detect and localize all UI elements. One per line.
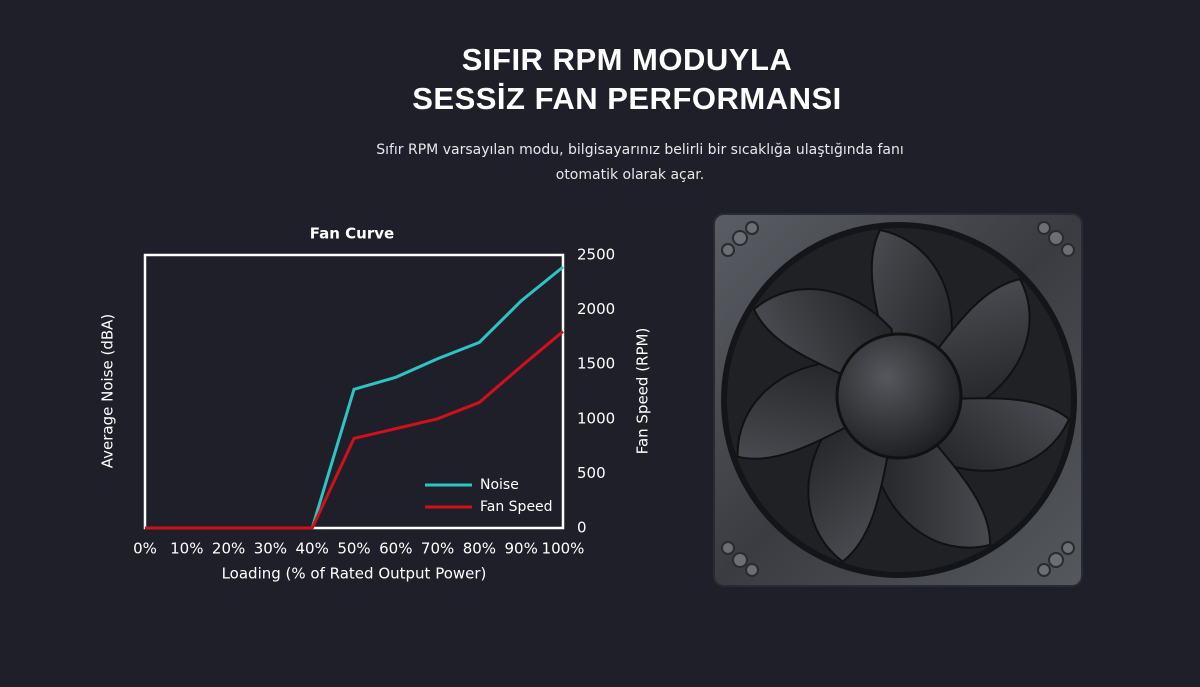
x-axis-title: Loading (% of Rated Output Power) <box>222 565 487 583</box>
x-tick-label: 0% <box>133 540 157 558</box>
legend-label: Noise <box>480 477 519 493</box>
x-tick-label: 70% <box>421 540 454 558</box>
y-axis-title: Average Noise (dBA) <box>99 314 117 469</box>
y2-tick-label: 1500 <box>577 355 615 373</box>
x-tick-label: 40% <box>296 540 329 558</box>
legend-label: Fan Speed <box>480 499 553 515</box>
x-tick-label: 100% <box>542 540 585 558</box>
x-tick-label: 30% <box>254 540 287 558</box>
x-tick-label: 80% <box>463 540 496 558</box>
data-line <box>145 330 564 530</box>
x-tick-label: 60% <box>379 540 412 558</box>
title-line: SESSİZ FAN PERFORMANSI <box>412 81 842 116</box>
plot-frame <box>143 253 565 530</box>
y2-tick-label: 2500 <box>577 246 615 264</box>
x-tick-label: 50% <box>337 540 370 558</box>
x-tick-label: 90% <box>505 540 538 558</box>
y2-tick-label: 0 <box>577 519 587 537</box>
y2-axis-title: Fan Speed (RPM) <box>634 328 652 455</box>
chart-title: Fan Curve <box>310 225 394 243</box>
chart: Fan Curve Loading (% of Rated Output Pow… <box>99 225 652 583</box>
x-tick-label: 10% <box>170 540 203 558</box>
x-tick-label: 20% <box>212 540 245 558</box>
fan-image <box>713 213 1083 587</box>
y2-tick-label: 2000 <box>577 300 615 318</box>
title-line: SIFIR RPM MODUYLA <box>462 42 793 77</box>
description-line: Sıfır RPM varsayılan modu, bilgisayarını… <box>376 142 904 158</box>
y2-tick-label: 500 <box>577 464 606 482</box>
description-line: otomatik olarak açar. <box>556 167 704 183</box>
y2-tick-label: 1000 <box>577 409 615 427</box>
